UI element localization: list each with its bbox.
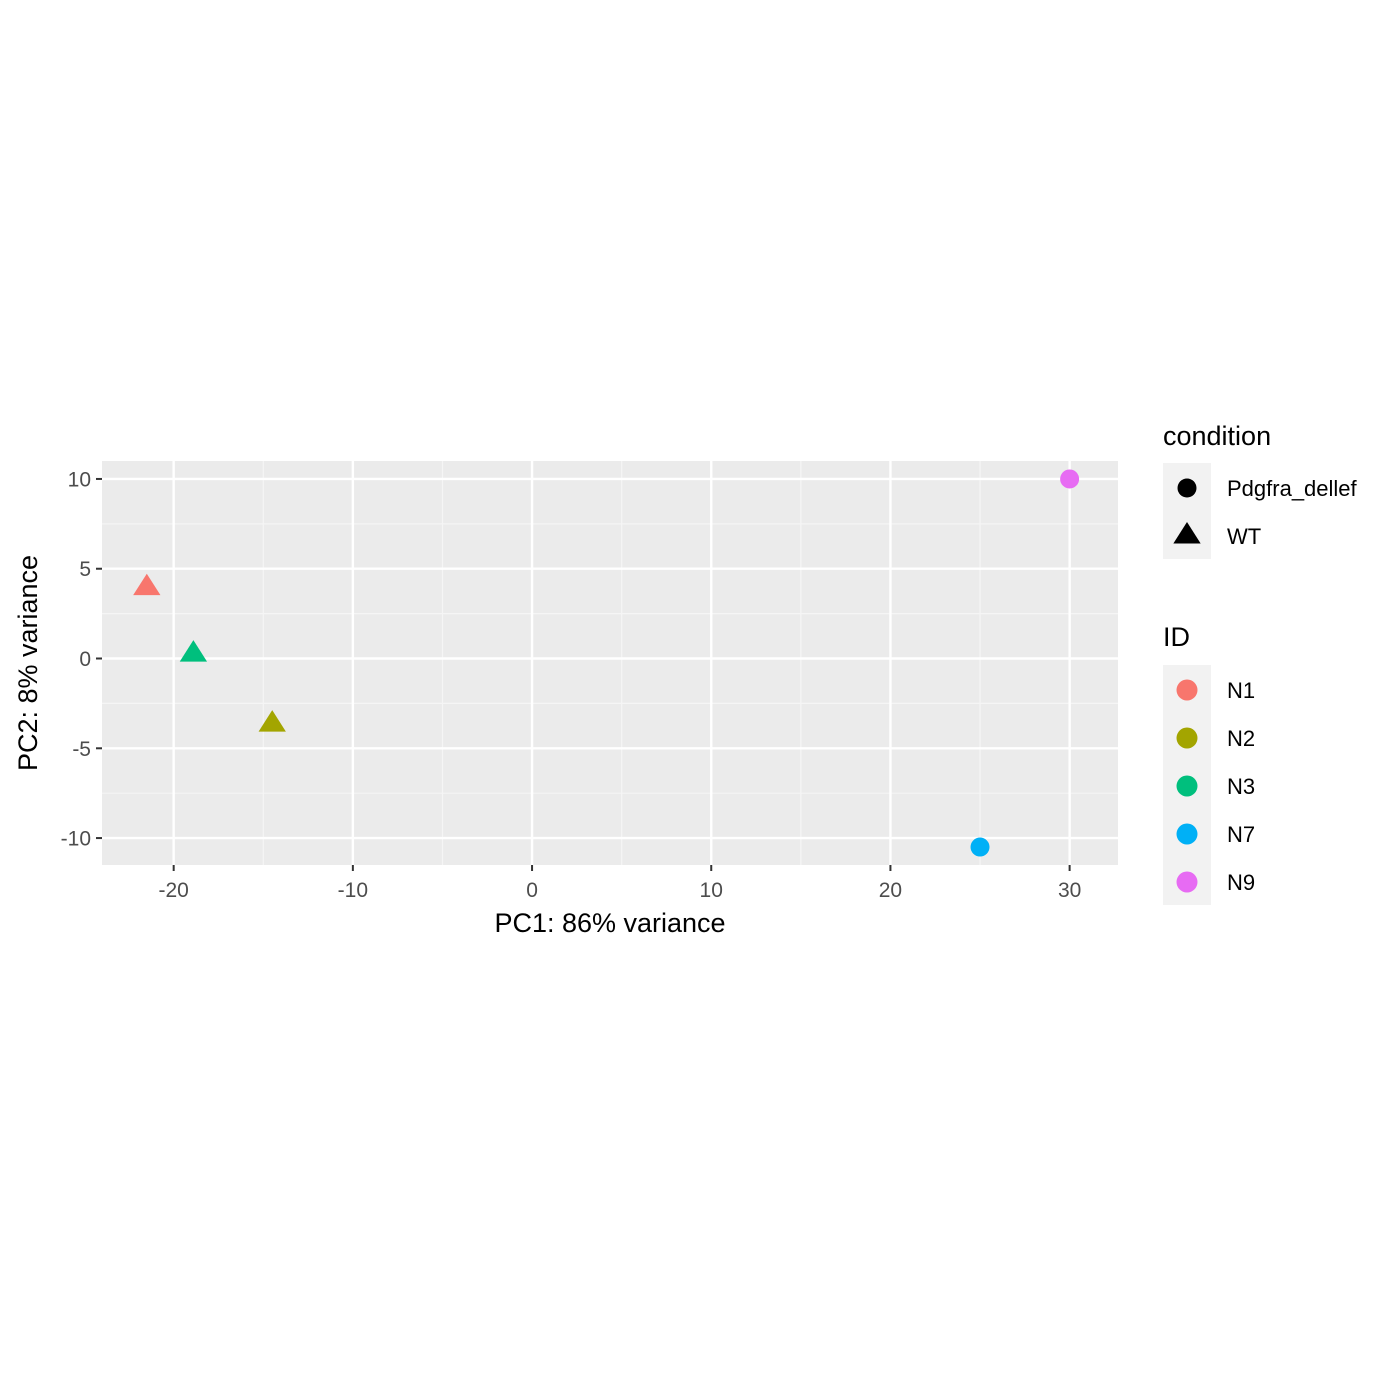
y-tick-label: 10 [68, 468, 91, 491]
y-tick-label: 0 [79, 648, 91, 671]
x-axis: -20 -10 0 10 20 30 [158, 865, 1081, 902]
data-points [133, 469, 1080, 857]
legend-key-n9 [1176, 871, 1198, 893]
x-tick-label: 20 [879, 879, 902, 902]
x-tick-label: 10 [700, 879, 723, 902]
legend-label: N1 [1227, 678, 1255, 703]
legend-key-triangle [1173, 522, 1201, 544]
legend-label: Pdgfra_dellef [1227, 476, 1358, 501]
x-tick-label: -20 [158, 879, 188, 902]
legend-id: ID N1 N2 N3 N7 N9 [1163, 622, 1255, 905]
legend-condition: condition Pdgfra_dellef WT [1163, 421, 1358, 559]
grid-lines [102, 461, 1118, 865]
legend-key-n3 [1176, 775, 1198, 797]
x-tick-label: 0 [526, 879, 538, 902]
plot-panel [102, 461, 1118, 865]
y-tick-label: 5 [79, 558, 91, 581]
legend-label: WT [1227, 524, 1261, 549]
legend-condition-title: condition [1163, 421, 1271, 451]
legend-label: N7 [1227, 822, 1255, 847]
legend-key-background [1163, 463, 1211, 559]
data-point-n2 [258, 710, 286, 732]
x-axis-title: PC1: 86% variance [494, 908, 725, 938]
x-tick-label: -10 [338, 879, 368, 902]
x-tick-label: 30 [1058, 879, 1081, 902]
data-point-n7 [970, 837, 990, 857]
legend-key-n2 [1176, 727, 1198, 749]
data-point-n9 [1060, 469, 1080, 489]
y-axis-title: PC2: 8% variance [13, 555, 43, 771]
y-axis: 10 5 0 -5 -10 [61, 468, 102, 851]
legend-label: N3 [1227, 774, 1255, 799]
y-tick-label: -10 [61, 828, 91, 851]
legend-label: N9 [1227, 870, 1255, 895]
data-point-n3 [179, 640, 208, 662]
legend-label: N2 [1227, 726, 1255, 751]
y-tick-label: -5 [72, 738, 91, 761]
legend-id-title: ID [1163, 622, 1190, 652]
legend-key-n7 [1176, 823, 1198, 845]
legend-key-n1 [1176, 679, 1198, 701]
data-point-n1 [133, 573, 161, 596]
legend-key-circle [1177, 478, 1197, 498]
